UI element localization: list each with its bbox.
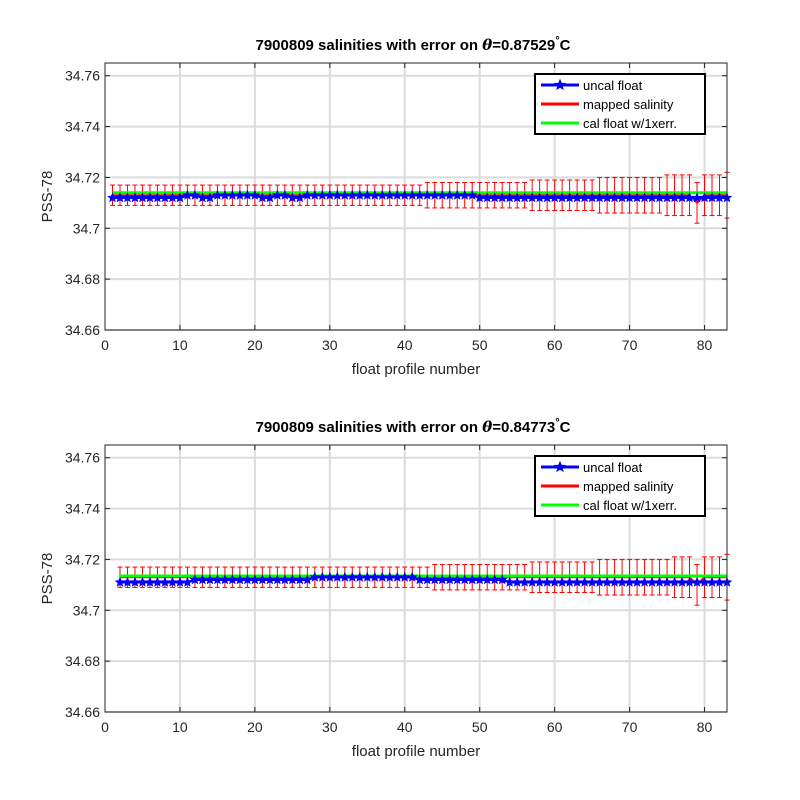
y-tick-label: 34.72 bbox=[65, 169, 100, 185]
series-lines bbox=[119, 574, 727, 586]
data-point-uncal-float bbox=[496, 574, 508, 585]
y-tick-label: 34.68 bbox=[65, 653, 100, 669]
x-tick-label: 30 bbox=[322, 337, 338, 353]
x-tick-label: 70 bbox=[622, 337, 638, 353]
data-point-uncal-float bbox=[182, 576, 193, 587]
x-tick-label: 0 bbox=[101, 719, 109, 735]
data-point-uncal-float bbox=[466, 189, 478, 200]
x-tick-label: 40 bbox=[397, 719, 413, 735]
legend-entry-mapped-salinity: mapped salinity bbox=[541, 97, 674, 112]
x-tick-label: 20 bbox=[247, 337, 263, 353]
x-tick-label: 10 bbox=[172, 719, 188, 735]
x-tick-label: 50 bbox=[472, 719, 488, 735]
x-tick-label: 20 bbox=[247, 719, 263, 735]
data-point-uncal-float bbox=[174, 192, 186, 203]
legend-entry-mapped-salinity: mapped salinity bbox=[541, 479, 674, 494]
legend-label: uncal float bbox=[583, 460, 643, 475]
data-point-uncal-float bbox=[302, 574, 313, 585]
salinity-chart-top: 7900809 salinities with error on θ=0.875… bbox=[39, 35, 733, 378]
salinity-chart-bottom: 7900809 salinities with error on θ=0.847… bbox=[39, 417, 733, 760]
legend-entry-uncal-float: uncal float bbox=[541, 78, 643, 93]
y-tick-label: 34.76 bbox=[65, 450, 100, 466]
y-tick-label: 34.66 bbox=[65, 322, 100, 338]
legend-label: cal float w/1xerr. bbox=[583, 116, 677, 131]
legend-label: cal float w/1xerr. bbox=[583, 498, 677, 513]
data-point-uncal-float bbox=[264, 192, 276, 203]
x-tick-label: 0 bbox=[101, 337, 109, 353]
x-tick-label: 70 bbox=[622, 719, 638, 735]
x-tick-label: 50 bbox=[472, 337, 488, 353]
legend-label: uncal float bbox=[583, 78, 643, 93]
x-tick-label: 60 bbox=[547, 337, 563, 353]
data-point-uncal-float bbox=[406, 571, 418, 582]
x-axis-label: float profile number bbox=[352, 743, 480, 760]
legend-label: mapped salinity bbox=[583, 97, 674, 112]
legend-label: mapped salinity bbox=[583, 479, 674, 494]
y-tick-label: 34.68 bbox=[65, 271, 100, 287]
y-axis-label: PSS-78 bbox=[39, 171, 56, 223]
y-tick-label: 34.7 bbox=[73, 220, 100, 236]
axis-ticks: 0 10 20 30 40 50 60 70 80 34.66 34.68 34.7 34.72 34.7… bbox=[65, 63, 727, 353]
x-tick-label: 10 bbox=[172, 337, 188, 353]
data-point-uncal-float bbox=[294, 192, 306, 203]
series-line-uncal-float bbox=[119, 575, 727, 584]
legend-entry-uncal-float: uncal float bbox=[541, 460, 643, 475]
uncal-float-markers bbox=[107, 189, 733, 203]
legend-entry-cal-float: cal float w/1xerr. bbox=[541, 116, 677, 131]
data-point-uncal-float bbox=[279, 189, 291, 200]
data-point-uncal-float bbox=[249, 189, 261, 200]
x-tick-label: 60 bbox=[547, 719, 563, 735]
legend-entry-cal-float: cal float w/1xerr. bbox=[541, 498, 677, 513]
chart-title: 7900809 salinities with error on θ=0.847… bbox=[255, 417, 570, 436]
y-tick-label: 34.66 bbox=[65, 704, 100, 720]
y-tick-label: 34.76 bbox=[65, 68, 100, 84]
x-tick-label: 80 bbox=[697, 719, 713, 735]
plot-frame bbox=[104, 444, 728, 713]
y-tick-label: 34.7 bbox=[73, 602, 100, 618]
legend: uncal float mapped salinity cal float w/… bbox=[534, 455, 706, 517]
x-tick-label: 40 bbox=[397, 337, 413, 353]
x-tick-label: 30 bbox=[322, 719, 338, 735]
y-tick-label: 34.74 bbox=[65, 501, 100, 517]
legend: uncal float mapped salinity cal float w/… bbox=[534, 73, 706, 135]
star-marker-icon bbox=[553, 78, 567, 91]
y-tick-label: 34.74 bbox=[65, 119, 100, 135]
axis-ticks: 0 10 20 30 40 50 60 70 80 34.66 34.68 34.7 34.72 34.7… bbox=[65, 445, 727, 735]
uncal-float-markers bbox=[114, 571, 733, 587]
data-point-uncal-float bbox=[204, 192, 216, 203]
y-tick-label: 34.72 bbox=[65, 551, 100, 567]
star-marker-icon bbox=[553, 460, 567, 473]
x-tick-label: 80 bbox=[697, 337, 713, 353]
data-point-uncal-float bbox=[189, 189, 201, 200]
x-axis-label: float profile number bbox=[352, 361, 480, 378]
y-axis-label: PSS-78 bbox=[39, 553, 56, 605]
plot-frame bbox=[104, 62, 728, 331]
chart-title: 7900809 salinities with error on θ=0.875… bbox=[255, 35, 570, 54]
